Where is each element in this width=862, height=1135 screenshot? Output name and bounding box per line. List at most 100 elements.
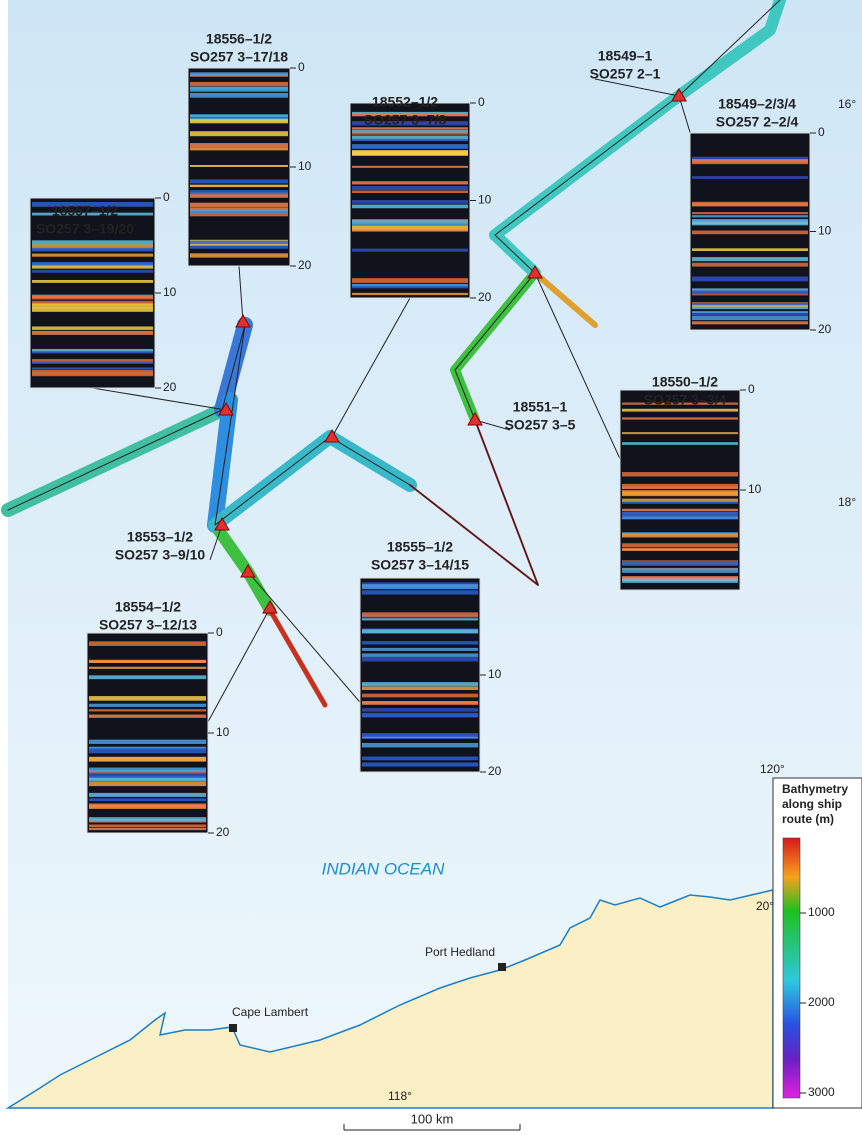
core-stripe — [622, 402, 738, 405]
core-stripe — [89, 792, 206, 797]
core-stripe — [352, 278, 468, 283]
depth-tick-label: 20 — [216, 825, 230, 839]
core-stripe — [89, 817, 206, 821]
core-stripe — [190, 207, 288, 212]
station-id: 18549–1 — [598, 48, 653, 64]
core-stripe — [32, 361, 153, 365]
core-stripe — [190, 209, 288, 214]
station-marker — [235, 314, 251, 328]
core-stripe — [89, 660, 206, 663]
core-stripe — [692, 161, 808, 165]
station-core: SO257 2–1 — [590, 66, 661, 82]
station-core: SO257 3–12/13 — [99, 617, 197, 633]
core-stripe — [692, 248, 808, 252]
core-stripe — [692, 316, 808, 321]
ocean-label: INDIAN OCEAN — [322, 859, 446, 878]
station-marker — [324, 429, 340, 443]
depth-tick-label: 0 — [163, 190, 170, 204]
depth-tick-label: 20 — [818, 322, 832, 336]
core-panel — [86, 632, 209, 834]
station-id: 18549–2/3/4 — [718, 96, 796, 112]
core-stripe — [190, 202, 288, 208]
core-stripe — [190, 72, 288, 77]
core-stripe — [362, 736, 478, 739]
core-stripe — [89, 703, 206, 707]
coastline — [5, 889, 774, 1109]
core-stripe — [32, 253, 153, 257]
core-stripe — [692, 201, 808, 207]
station-core: SO257 3–3/4 — [644, 392, 727, 408]
core-stripe — [89, 803, 206, 808]
core-stripe — [622, 492, 738, 497]
panels: 0 10 20 18557–1/2 SO257 3–19/20 0 10 20 18556–1/… — [29, 31, 832, 839]
core-stripe — [362, 641, 478, 645]
core-stripe — [32, 303, 153, 308]
core-stripe — [190, 240, 288, 245]
core-stripe — [190, 184, 288, 188]
station-marker — [240, 564, 256, 578]
core-stripe — [89, 757, 206, 762]
station-id: 18551–1 — [513, 399, 568, 415]
ship-route — [1, 0, 786, 708]
core-stripe — [352, 113, 468, 117]
core-stripe — [89, 746, 206, 750]
core-stripe — [362, 742, 478, 748]
core-stripe — [622, 498, 738, 502]
core-stripe — [692, 215, 808, 218]
core-stripe — [32, 264, 153, 269]
core-stripe — [89, 824, 206, 828]
core-stripe — [362, 612, 478, 617]
core-stripe — [692, 262, 808, 267]
core-stripe — [190, 179, 288, 184]
depth-tick-label: 20 — [478, 290, 492, 304]
core-stripe — [190, 131, 288, 137]
core-stripe — [352, 181, 468, 185]
core-stripe — [32, 279, 153, 283]
core-stripe — [692, 288, 808, 293]
core-stripe — [32, 202, 153, 207]
core-stripe — [89, 819, 206, 823]
station-core: SO257 3–17/18 — [190, 49, 288, 65]
station-id: 18555–1/2 — [387, 539, 453, 555]
core-stripe — [362, 756, 478, 761]
core-panel — [187, 67, 291, 267]
core-stripe — [362, 712, 478, 718]
station-core: SO257 3–14/15 — [371, 557, 469, 573]
core-stripe — [352, 127, 468, 130]
core-stripe — [352, 225, 468, 230]
station-marker — [467, 412, 483, 426]
core-stripe — [190, 212, 288, 217]
leader-line — [474, 419, 511, 431]
core-stripe — [32, 359, 153, 363]
core-stripe — [362, 701, 478, 705]
core-stripe — [89, 675, 206, 680]
core-stripe — [362, 733, 478, 737]
core-stripe — [32, 269, 153, 273]
core-stripe — [352, 165, 468, 168]
core-stripe — [352, 248, 468, 252]
core-stripe — [190, 143, 288, 148]
core-stripe — [362, 682, 478, 687]
core-stripe — [692, 156, 808, 162]
leader-line — [209, 524, 223, 561]
scale-label: 100 km — [411, 1111, 454, 1126]
core-stripe — [692, 311, 808, 314]
core-stripe — [89, 739, 206, 744]
core-stripe — [190, 190, 288, 195]
core-panel — [359, 577, 481, 773]
core-stripe — [622, 532, 738, 535]
station-core: SO257 3–7/8 — [364, 112, 447, 128]
station-id: 18556–1/2 — [206, 31, 272, 47]
core-stripe — [190, 244, 288, 249]
core-stripe — [32, 326, 153, 330]
station-core: SO257 3–5 — [505, 417, 576, 433]
core-stripe — [362, 708, 478, 712]
core-stripe — [692, 212, 808, 215]
core-stripe — [89, 709, 206, 712]
core-stripe — [622, 508, 738, 512]
core-stripe — [622, 483, 738, 489]
core-stripe — [692, 304, 808, 309]
core-stripe — [692, 159, 808, 163]
core-stripe — [622, 472, 738, 477]
station-marker — [214, 517, 230, 531]
